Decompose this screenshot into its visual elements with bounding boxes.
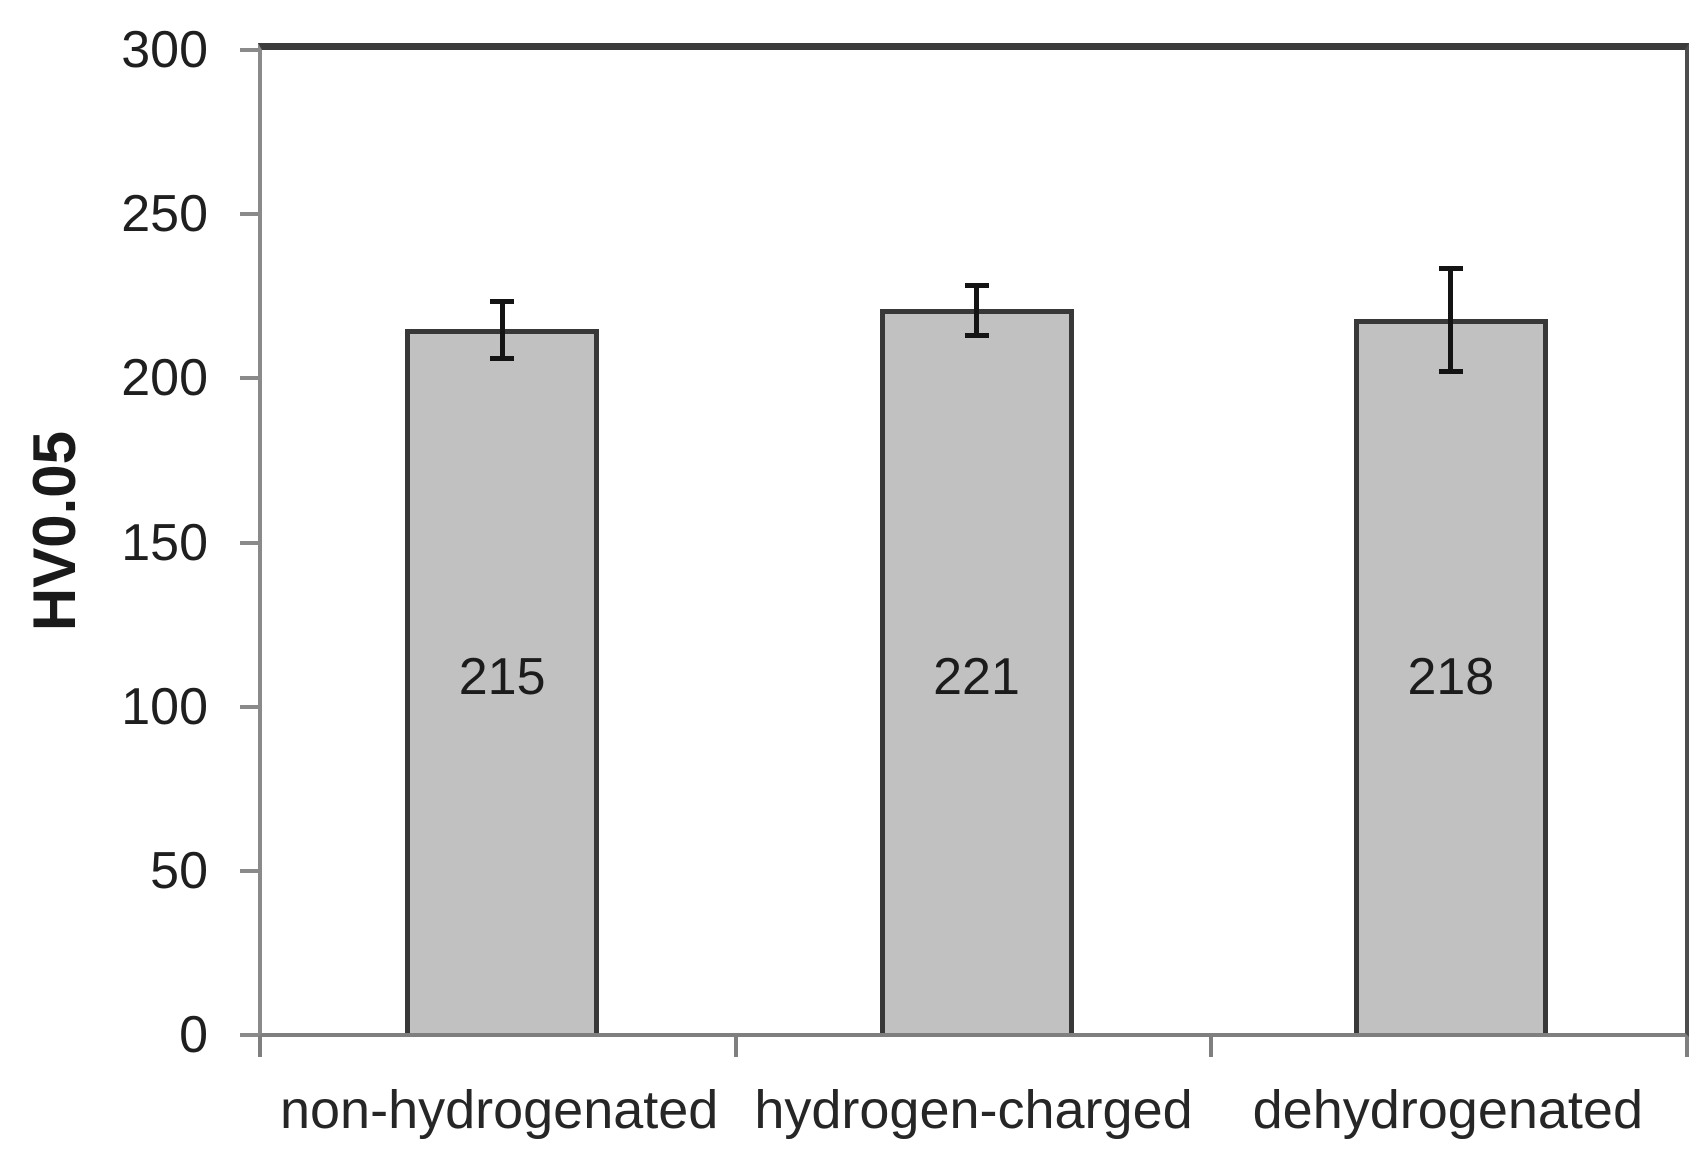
plot-area: 215 221 218 — [258, 43, 1689, 1037]
error-bar-cap-bottom — [964, 333, 989, 339]
error-bar-cap-bottom — [1438, 369, 1463, 375]
error-bar-line — [1448, 266, 1454, 375]
plot-inner: 215 221 218 — [262, 50, 1685, 1033]
error-bar-cap-top — [964, 282, 989, 288]
bar-value-label: 218 — [1407, 648, 1495, 706]
bar-value-label: 221 — [933, 648, 1020, 706]
error-bar-cap-bottom — [490, 356, 515, 362]
y-tick-label: 150 — [121, 513, 208, 572]
y-tick-label: 0 — [179, 1006, 208, 1064]
x-category-label: hydrogen-charged — [754, 1080, 1193, 1140]
y-tick-label: 50 — [150, 841, 208, 900]
y-tick-mark — [240, 704, 258, 709]
x-tick-mark — [733, 1037, 738, 1057]
bar — [405, 328, 600, 1033]
bar-value-label: 215 — [458, 648, 546, 706]
error-bar-cap-top — [1438, 266, 1463, 272]
x-tick-mark — [258, 1037, 262, 1057]
y-tick-mark — [240, 376, 258, 381]
y-tick-label: 100 — [121, 677, 208, 736]
y-tick-mark — [240, 1033, 258, 1037]
y-tick-label: 250 — [121, 185, 208, 244]
error-bar-line — [499, 299, 505, 362]
x-tick-mark — [1209, 1037, 1214, 1057]
y-tick-label: 200 — [121, 349, 208, 408]
y-tick-label: 300 — [121, 21, 208, 79]
x-category-label: dehydrogenated — [1252, 1080, 1643, 1140]
y-tick-mark — [240, 540, 258, 545]
y-tick-mark — [240, 212, 258, 217]
y-tick-mark — [240, 48, 258, 52]
error-bar-line — [974, 282, 979, 339]
x-tick-mark — [1685, 1037, 1689, 1057]
y-tick-mark — [240, 868, 258, 873]
error-bar-cap-top — [490, 299, 515, 305]
x-category-label: non-hydrogenated — [279, 1080, 719, 1140]
bar — [1353, 318, 1548, 1033]
